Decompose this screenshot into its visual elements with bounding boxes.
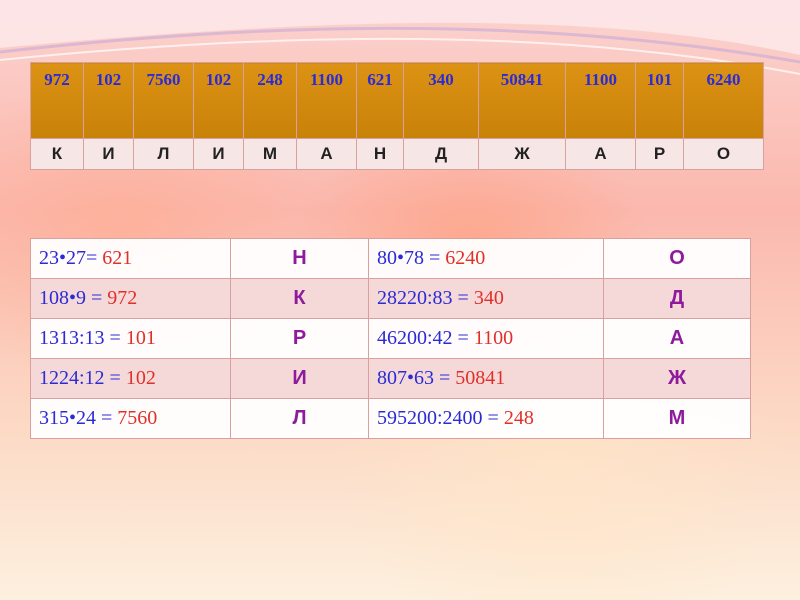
cipher-letter: Р (635, 138, 684, 170)
cipher-numbers-row: 972 102 7560 102 248 1100 621 340 50841 … (30, 62, 764, 139)
cipher-number: 340 (403, 62, 479, 139)
cipher-table: 972 102 7560 102 248 1100 621 340 50841 … (30, 62, 764, 170)
task-row: 1313:13 = 101 Р 46200:42 = 1100 А (30, 318, 751, 359)
result-value: 248 (503, 407, 534, 429)
task-letter: А (603, 318, 751, 359)
result-value: 340 (473, 287, 504, 309)
cipher-letter: И (193, 138, 244, 170)
expression-text: 28220:83 = (377, 287, 469, 309)
cipher-letter: О (683, 138, 764, 170)
task-expression: 108•9 = 972 (30, 278, 231, 319)
task-expression: 80•78 = 6240 (368, 238, 604, 279)
result-value: 1100 (473, 327, 514, 349)
cipher-number: 6240 (683, 62, 764, 139)
cipher-number: 972 (30, 62, 84, 139)
task-letter: Н (230, 238, 369, 279)
cipher-number: 101 (635, 62, 684, 139)
expression-text: 1313:13 = (39, 327, 121, 349)
cipher-letter: Н (356, 138, 404, 170)
task-letter: К (230, 278, 369, 319)
result-value: 6240 (445, 247, 486, 269)
cipher-letter: А (565, 138, 636, 170)
cipher-letter: Ж (478, 138, 566, 170)
cipher-number: 248 (243, 62, 297, 139)
cipher-letter: И (83, 138, 134, 170)
cipher-number: 1100 (565, 62, 636, 139)
cipher-letters-row: К И Л И М А Н Д Ж А Р О (30, 138, 764, 170)
task-expression: 807•63 = 50841 (368, 358, 604, 399)
task-letter: Д (603, 278, 751, 319)
task-row: 108•9 = 972 К 28220:83 = 340 Д (30, 278, 751, 319)
task-letter: М (603, 398, 751, 439)
expression-text: 315•24 = (39, 407, 113, 429)
task-row: 23•27= 621 Н 80•78 = 6240 О (30, 238, 751, 279)
result-value: 621 (102, 247, 133, 269)
expression-text: 807•63 = (377, 367, 451, 389)
expression-text: 1224:12 = (39, 367, 121, 389)
expression-text: 80•78 = (377, 247, 441, 269)
expression-text: 108•9 = (39, 287, 103, 309)
task-expression: 1313:13 = 101 (30, 318, 231, 359)
tasks-table: 23•27= 621 Н 80•78 = 6240 О 108•9 = 972 … (30, 238, 751, 439)
decorative-swoosh (0, 0, 800, 75)
result-value: 50841 (455, 367, 506, 389)
expression-text: 23•27= (39, 247, 98, 269)
task-letter: О (603, 238, 751, 279)
task-letter: Р (230, 318, 369, 359)
task-expression: 315•24 = 7560 (30, 398, 231, 439)
result-value: 7560 (117, 407, 158, 429)
expression-text: 595200:2400 = (377, 407, 499, 429)
task-expression: 23•27= 621 (30, 238, 231, 279)
task-expression: 595200:2400 = 248 (368, 398, 604, 439)
cipher-letter: К (30, 138, 84, 170)
task-row: 1224:12 = 102 И 807•63 = 50841 Ж (30, 358, 751, 399)
task-letter: Ж (603, 358, 751, 399)
cipher-number: 50841 (478, 62, 566, 139)
cipher-letter: А (296, 138, 357, 170)
task-expression: 28220:83 = 340 (368, 278, 604, 319)
cipher-letter: Д (403, 138, 479, 170)
cipher-number: 7560 (133, 62, 194, 139)
task-expression: 46200:42 = 1100 (368, 318, 604, 359)
task-letter: Л (230, 398, 369, 439)
cipher-letter: М (243, 138, 297, 170)
cipher-number: 102 (83, 62, 134, 139)
expression-text: 46200:42 = (377, 327, 469, 349)
task-expression: 1224:12 = 102 (30, 358, 231, 399)
cipher-letter: Л (133, 138, 194, 170)
result-value: 102 (125, 367, 156, 389)
result-value: 972 (107, 287, 138, 309)
cipher-number: 102 (193, 62, 244, 139)
result-value: 101 (125, 327, 156, 349)
cipher-number: 621 (356, 62, 404, 139)
cipher-number: 1100 (296, 62, 357, 139)
task-letter: И (230, 358, 369, 399)
task-row: 315•24 = 7560 Л 595200:2400 = 248 М (30, 398, 751, 439)
